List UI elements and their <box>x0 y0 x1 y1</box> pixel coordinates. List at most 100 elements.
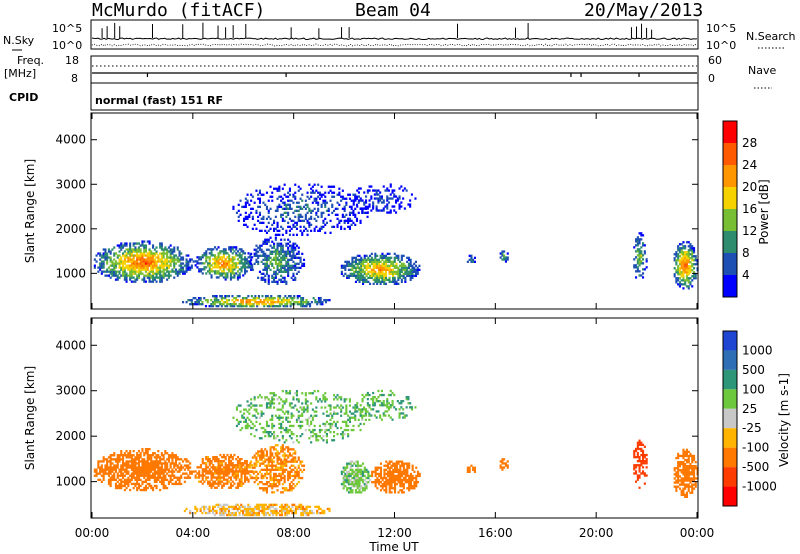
echo-cell <box>242 297 245 300</box>
echo-cell <box>228 472 231 475</box>
echo-cell <box>127 464 130 467</box>
echo-cell <box>400 268 403 271</box>
echo-cell <box>222 248 225 251</box>
echo-cell <box>263 301 266 304</box>
echo-cell <box>281 244 284 247</box>
echo-cell <box>237 209 240 212</box>
echo-cell <box>319 299 322 302</box>
echo-cell <box>167 460 170 463</box>
echo-cell <box>169 254 172 257</box>
echo-cell <box>238 305 241 308</box>
echo-cell <box>146 266 149 269</box>
echo-cell <box>127 462 130 465</box>
echo-cell <box>274 472 277 476</box>
echo-cell <box>322 435 325 438</box>
echo-cell <box>325 201 328 204</box>
echo-cell <box>311 189 314 192</box>
echo-cell <box>374 466 377 469</box>
echo-cell <box>390 466 393 469</box>
echo-cell <box>171 456 174 459</box>
echo-cell <box>201 262 204 265</box>
echo-cell <box>693 263 696 266</box>
echo-cell <box>160 278 163 281</box>
echo-cell <box>687 279 690 282</box>
echo-cell <box>309 509 312 513</box>
echo-cell <box>329 199 332 202</box>
echo-cell <box>97 472 100 475</box>
echo-cell <box>377 209 380 212</box>
echo-cell <box>114 482 117 486</box>
echo-cell <box>392 478 395 482</box>
echo-cell <box>139 472 142 475</box>
echo-cell <box>379 270 382 273</box>
echo-cell <box>205 256 208 259</box>
echo-cell <box>277 297 280 300</box>
echo-cell <box>196 262 199 265</box>
echo-cell <box>501 254 504 257</box>
echo-cell <box>183 468 186 471</box>
echo-cell <box>268 503 271 506</box>
echo-cell <box>107 466 110 469</box>
echo-cell <box>642 244 645 247</box>
echo-cell <box>243 408 246 411</box>
echo-cell <box>227 299 230 302</box>
echo-cell <box>262 474 265 478</box>
echo-cell <box>109 466 112 469</box>
echo-cell <box>246 422 249 426</box>
echo-cell <box>146 252 149 255</box>
echo-cell <box>129 258 132 261</box>
echo-cell <box>677 255 680 258</box>
echo-cell <box>287 248 290 251</box>
echo-cell <box>317 207 320 210</box>
y-tick-label: 4000 <box>55 133 86 147</box>
echo-cell <box>173 466 176 469</box>
echo-cell <box>236 486 239 489</box>
echo-cell <box>160 280 163 283</box>
echo-cell <box>418 268 421 271</box>
echo-cell <box>132 486 135 490</box>
echo-cell <box>287 195 290 198</box>
echo-cell <box>297 470 300 473</box>
echo-cell <box>362 262 365 265</box>
echo-cell <box>287 260 290 263</box>
echo-cell <box>226 295 229 298</box>
echo-cell <box>167 468 170 471</box>
echo-cell <box>370 197 373 200</box>
echo-cell <box>114 486 117 490</box>
echo-cell <box>258 464 261 467</box>
echo-cell <box>308 223 311 226</box>
echo-cell <box>215 256 218 259</box>
echo-cell <box>166 274 169 277</box>
echo-cell <box>687 287 690 290</box>
echo-cell <box>152 466 155 469</box>
echo-cell <box>250 266 253 269</box>
echo-cell <box>336 207 339 210</box>
echo-cell <box>347 264 350 267</box>
echo-cell <box>214 480 217 483</box>
echo-cell <box>406 462 409 465</box>
echo-cell <box>356 205 359 208</box>
echo-cell <box>122 474 125 477</box>
echo-cell <box>215 305 218 308</box>
echo-cell <box>368 205 371 208</box>
echo-cell <box>354 280 357 283</box>
echo-cell <box>400 205 403 208</box>
echo-cell <box>235 476 238 479</box>
echo-cell <box>137 482 140 486</box>
echo-cell <box>242 266 245 269</box>
echo-cell <box>271 280 274 283</box>
echo-cell <box>680 251 683 254</box>
echo-cell <box>134 242 137 245</box>
echo-cell <box>210 270 213 273</box>
echo-cell <box>351 260 354 263</box>
echo-cell <box>384 266 387 269</box>
echo-cell <box>122 462 125 465</box>
echo-cell <box>287 238 290 241</box>
echo-cell <box>640 250 643 253</box>
echo-cell <box>245 513 248 517</box>
echo-cell <box>264 268 267 271</box>
echo-cell <box>113 246 116 249</box>
echo-cell <box>353 485 356 488</box>
echo-cell <box>295 439 298 442</box>
echo-cell <box>350 223 353 226</box>
